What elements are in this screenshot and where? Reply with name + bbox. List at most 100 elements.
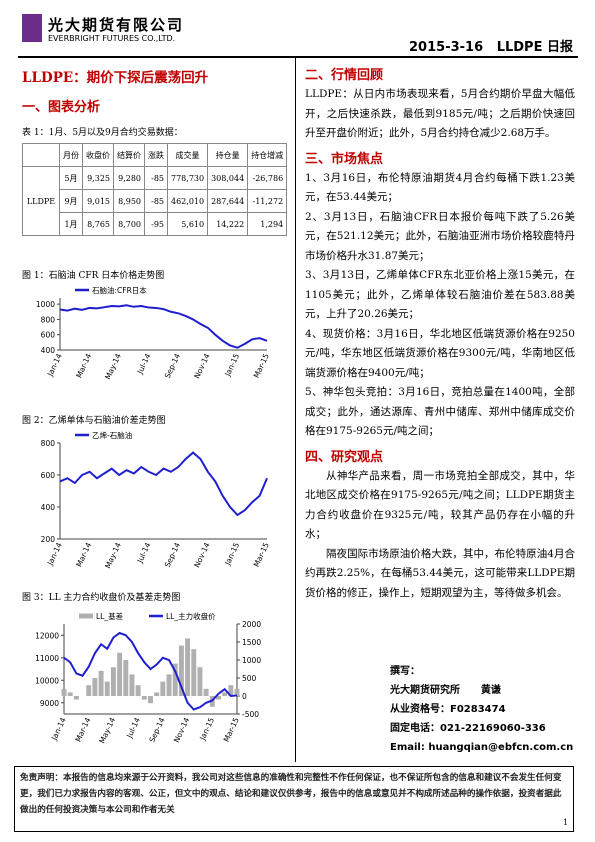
section-heading: 一、图表分析 (22, 100, 101, 115)
bar (191, 649, 197, 696)
bar (178, 645, 184, 696)
product-cell: LLDPE (22, 166, 60, 236)
bar (141, 696, 147, 700)
x-tick-label: Mar-14 (73, 716, 92, 744)
header-cell: 涨跌 (144, 143, 168, 167)
table-row: 1月 8,765 8,700 -95 5,610 14,222 1,294 (23, 212, 288, 236)
x-tick-label: Mar-14 (74, 352, 93, 380)
bar (154, 692, 160, 696)
cell: 287,644 (207, 189, 249, 213)
y-tick-label: 400 (41, 503, 56, 512)
disclaimer: 免责声明：本报告的信息均来源于公开资料，我公司对这些信息的准确性和完整性不作任何… (20, 773, 562, 815)
cell: 462,010 (166, 189, 209, 213)
bar (234, 688, 240, 696)
header-cell: 持仓增减 (247, 143, 288, 167)
contact-line: 固定电话：021-22169060-336 (390, 723, 546, 734)
y-tick-label: 10000 (35, 676, 59, 685)
bar (172, 663, 178, 696)
header-cell: 持仓量 (207, 143, 249, 167)
cell: 8,950 (113, 189, 145, 213)
line-series (59, 304, 268, 349)
x-tick-label: Jan-14 (45, 352, 64, 378)
header-cell: 结算价 (113, 143, 145, 167)
cell (22, 143, 60, 167)
x-tick-label: May-14 (103, 352, 123, 381)
section-heading: 三、市场焦点 (305, 151, 384, 167)
y-tick-label: 800 (41, 315, 56, 324)
y-tick-label: 200 (41, 535, 56, 544)
bar (117, 652, 123, 696)
cell: 8,700 (113, 212, 145, 236)
bar (185, 638, 191, 696)
cell: -85 (144, 166, 168, 190)
bar (160, 681, 166, 696)
cell: -11,272 (247, 189, 288, 213)
cell: 8,765 (82, 212, 114, 236)
bar (98, 670, 104, 696)
y2-tick-label: 500 (242, 674, 257, 683)
bar (135, 685, 141, 696)
paragraph: 2、3月13日，石脑油CFR日本报价每吨下跌了5.26美元，在521.12美元；… (305, 210, 575, 262)
y2-tick-label: -500 (242, 710, 259, 719)
figure: 9000 10000 11000 12000 -500 0 500 1000 1500 2000 J… (35, 611, 261, 745)
cell: -95 (144, 212, 168, 236)
table-header: 月份 收盘价 结算价 涨跌 成交量 持仓量 持仓增减 (22, 143, 288, 167)
x-tick-label: Jan-15 (197, 716, 216, 742)
x-tick-label: Mar-15 (222, 716, 241, 744)
cell: 9,280 (113, 166, 145, 190)
x-tick-label: Jan-14 (49, 716, 68, 742)
column-rule (295, 58, 296, 762)
bar (123, 660, 129, 696)
line-series (59, 451, 268, 517)
y-tick-label: 400 (41, 346, 56, 355)
paragraph: 3、3月13日，乙烯单体CFR东北亚价格上涨15美元，在1105美元；此外，乙烯… (305, 269, 575, 320)
x-tick-label: Sep-14 (163, 352, 182, 380)
table-row: LLDPE 5月 9,325 9,280 -85 778,730 308,044 -26,78… (22, 166, 288, 236)
x-tick-label: Nov-14 (192, 541, 212, 569)
cell: -26,786 (247, 166, 288, 190)
bar (203, 688, 209, 696)
bar (61, 688, 67, 696)
x-tick-label: Nov-14 (172, 716, 192, 744)
contact-label: 撰写： (390, 666, 420, 677)
logo (22, 14, 42, 42)
table-row: 9月 9,015 8,950 -85 462,010 287,644 -11,272 (23, 189, 288, 213)
bar (129, 674, 135, 696)
paragraph: 5、神华包头竞拍：3月16日，竞拍总量在1400吨，全部成交；此外，通达源库、青… (305, 386, 575, 437)
y-tick-label: 600 (41, 331, 56, 340)
cell: -85 (144, 189, 168, 213)
y2-tick-label: 1000 (242, 656, 261, 665)
x-tick-label: Mar-15 (252, 352, 271, 380)
x-tick-label: Mar-15 (252, 541, 271, 569)
section-heading: 二、行情回顾 (305, 68, 384, 83)
y-tick-label: 12000 (35, 631, 59, 640)
x-tick-label: Sep-14 (163, 541, 182, 569)
cell: 1,294 (247, 212, 288, 236)
legend-label: LL_基差 (96, 611, 124, 621)
data-table: 月份 收盘价 结算价 涨跌 成交量 持仓量 持仓增减 LLDPE 5月 9,325 9,280 -85… (22, 143, 288, 236)
cell: 14,222 (207, 212, 249, 236)
legend-label: LL_主力收盘价 (166, 611, 216, 621)
paragraph: 4、现货价格：3月16日，华北地区低端货源价格在9250元/吨，华东地区低端货源… (305, 327, 575, 379)
table-wrap: 月份 收盘价 结算价 涨跌 成交量 持仓量 持仓增减 LLDPE 5月 9,325 9,280 -85… (22, 143, 288, 236)
bar (67, 692, 73, 696)
contact: 光大期货研究所 黄谦 从业资格号：F0283474 固定电话：021-2216906… (390, 681, 573, 757)
bar (86, 685, 92, 696)
disclaimer-box: 免责声明：本报告的信息均来源于公开资料，我公司对这些信息的准确性和完整性不作任何… (14, 766, 574, 832)
figure: 400 600 800 1000 Jan-14 Mar-14 May-14 Jul-14 Sep… (36, 285, 271, 381)
y2-tick-label: 0 (242, 692, 247, 701)
bar (215, 696, 221, 700)
bar (104, 681, 110, 696)
doc-title: LLDPE：期价下探后震荡回升 (22, 70, 209, 86)
y-tick-label: 800 (41, 439, 56, 448)
right-column: 二、行情回顾 LLDPE：从日内市场表现来看，5月合约期价早盘大幅低开，之后快速杀… (305, 60, 575, 603)
x-tick-label: Jan-14 (45, 541, 64, 567)
company: 光大期货有限公司 (48, 16, 185, 34)
x-tick-label: Jan-15 (223, 352, 242, 378)
y-tick-label: 11000 (35, 654, 59, 663)
cell: 778,730 (166, 166, 209, 190)
x-tick-label: Mar-14 (74, 541, 93, 569)
contact-line: 从业资格号：F0283474 (390, 704, 506, 715)
x-tick-label: Jul-14 (135, 352, 153, 376)
contact-line: 光大期货研究所 黄谦 (390, 685, 501, 696)
